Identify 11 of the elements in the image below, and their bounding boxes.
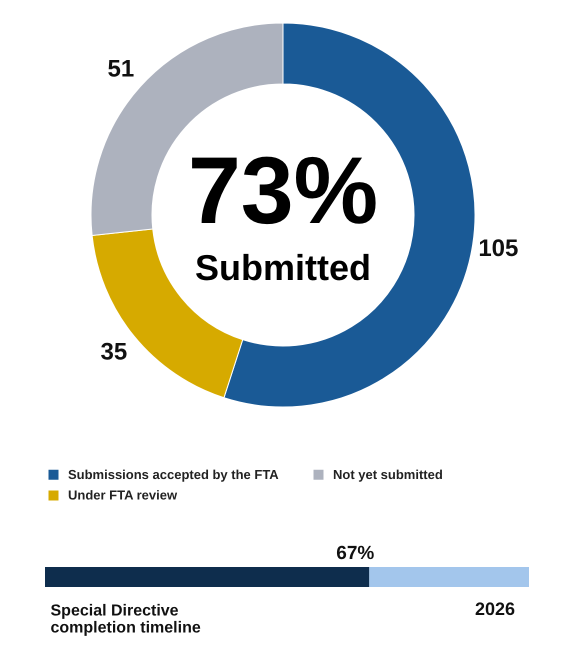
legend-label: Not yet submitted — [333, 466, 443, 482]
legend-label: Submissions accepted by the FTA — [68, 466, 280, 482]
data-label: 105 — [478, 234, 518, 262]
text: 73% — [188, 138, 378, 244]
data-label: 35 — [100, 338, 128, 366]
data-label: 67% — [336, 543, 374, 564]
x-axis-title: Special Directive completion timeline — [50, 602, 201, 636]
text: 2026 — [474, 599, 515, 619]
text: Submitted — [195, 247, 371, 288]
legend-label: Under FTA review — [68, 488, 178, 502]
data-label: 51 — [107, 55, 134, 82]
